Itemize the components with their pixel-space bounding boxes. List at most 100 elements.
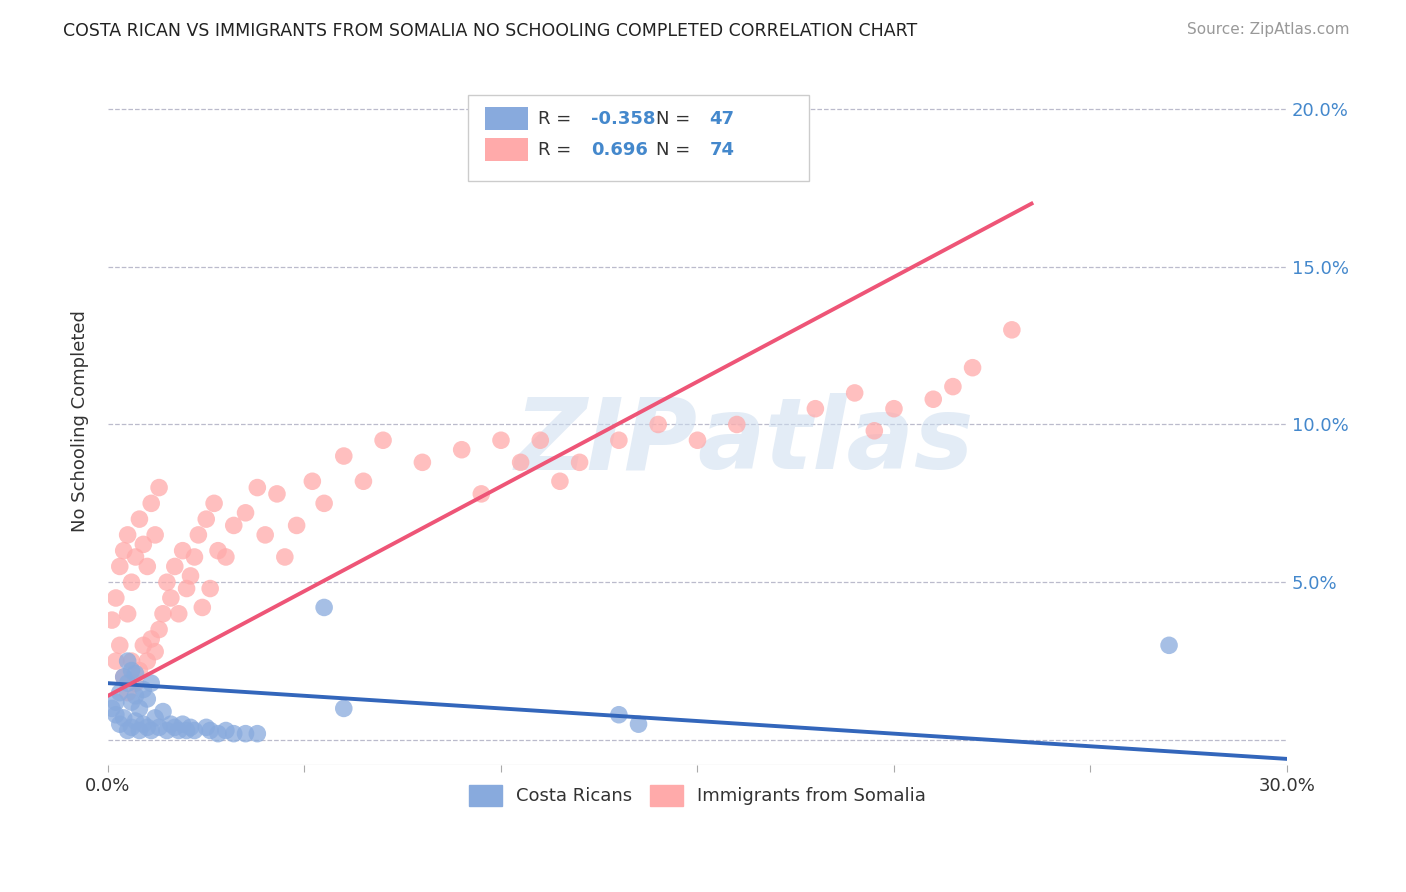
Point xyxy=(141,632,163,646)
Point xyxy=(148,623,170,637)
Point xyxy=(647,417,669,432)
FancyBboxPatch shape xyxy=(485,138,527,161)
Point xyxy=(104,654,127,668)
Point xyxy=(548,475,571,489)
Point xyxy=(124,714,146,728)
Point xyxy=(222,726,245,740)
Point xyxy=(207,726,229,740)
Point xyxy=(160,591,183,605)
Point xyxy=(411,455,433,469)
Point xyxy=(128,723,150,738)
Point xyxy=(141,723,163,738)
Text: 74: 74 xyxy=(709,141,734,159)
Point xyxy=(104,591,127,605)
Point xyxy=(141,676,163,690)
Point xyxy=(470,487,492,501)
Point xyxy=(627,717,650,731)
Text: 0.696: 0.696 xyxy=(592,141,648,159)
Point xyxy=(143,645,166,659)
Point xyxy=(266,487,288,501)
Point xyxy=(489,434,512,448)
Point xyxy=(148,481,170,495)
Point xyxy=(121,664,143,678)
Point xyxy=(314,600,336,615)
Point xyxy=(1157,638,1180,652)
Point xyxy=(124,689,146,703)
Point xyxy=(112,543,135,558)
Point xyxy=(922,392,945,407)
Point xyxy=(167,607,190,621)
Point xyxy=(124,676,146,690)
Point xyxy=(152,705,174,719)
Point xyxy=(215,723,238,738)
Point xyxy=(132,537,155,551)
Point xyxy=(108,686,131,700)
Legend: Costa Ricans, Immigrants from Somalia: Costa Ricans, Immigrants from Somalia xyxy=(460,776,935,814)
Point xyxy=(725,417,748,432)
Point xyxy=(117,654,139,668)
Point xyxy=(163,720,186,734)
Point xyxy=(112,670,135,684)
Point xyxy=(128,512,150,526)
Point xyxy=(509,455,531,469)
Point xyxy=(180,569,202,583)
Point xyxy=(156,723,179,738)
Point xyxy=(101,701,124,715)
Point xyxy=(183,549,205,564)
Point xyxy=(314,496,336,510)
Point xyxy=(136,559,159,574)
Point xyxy=(195,720,218,734)
Point xyxy=(686,434,709,448)
Point xyxy=(180,720,202,734)
Text: R =: R = xyxy=(538,110,578,128)
Text: atlas: atlas xyxy=(697,393,974,491)
Point xyxy=(235,506,257,520)
Text: R =: R = xyxy=(538,141,578,159)
Point xyxy=(128,664,150,678)
Point xyxy=(101,613,124,627)
Point xyxy=(246,726,269,740)
Point xyxy=(285,518,308,533)
Point xyxy=(198,582,221,596)
Point xyxy=(207,543,229,558)
Point xyxy=(117,676,139,690)
Text: N =: N = xyxy=(657,141,696,159)
Point xyxy=(132,682,155,697)
Point xyxy=(235,726,257,740)
Point xyxy=(108,559,131,574)
Point xyxy=(883,401,905,416)
Point xyxy=(607,707,630,722)
Point xyxy=(333,449,356,463)
Point xyxy=(128,701,150,715)
Point xyxy=(121,720,143,734)
Point xyxy=(804,401,827,416)
Point xyxy=(187,528,209,542)
Point xyxy=(568,455,591,469)
Point xyxy=(607,434,630,448)
Point xyxy=(352,475,374,489)
Point xyxy=(198,723,221,738)
Point xyxy=(371,434,394,448)
Point xyxy=(152,607,174,621)
Point xyxy=(112,711,135,725)
Point xyxy=(167,723,190,738)
Text: ZIP: ZIP xyxy=(515,393,697,491)
Y-axis label: No Schooling Completed: No Schooling Completed xyxy=(72,310,89,533)
Point xyxy=(1001,323,1024,337)
Point xyxy=(274,549,297,564)
Point xyxy=(215,549,238,564)
Point xyxy=(195,512,218,526)
Point xyxy=(172,543,194,558)
Point xyxy=(141,496,163,510)
Point xyxy=(132,717,155,731)
Point xyxy=(108,638,131,652)
Point xyxy=(183,723,205,738)
Point xyxy=(529,434,551,448)
Point xyxy=(136,654,159,668)
Point xyxy=(301,475,323,489)
Point xyxy=(148,720,170,734)
FancyBboxPatch shape xyxy=(485,107,527,130)
Point xyxy=(104,707,127,722)
Point xyxy=(117,607,139,621)
Point xyxy=(450,442,472,457)
